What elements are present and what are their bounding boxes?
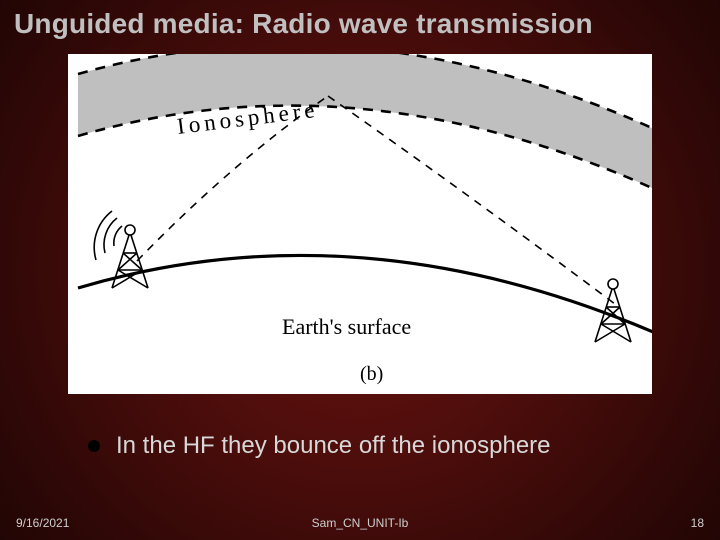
tower-left-beacon	[125, 225, 135, 235]
earth-surface-label: Earth's surface	[282, 314, 411, 339]
emission-arc-3	[94, 211, 112, 260]
slide-title: Unguided media: Radio wave transmission	[14, 8, 706, 40]
tower-right-beacon	[608, 279, 618, 289]
ionosphere-band-fill	[78, 54, 652, 200]
bullet-marker-icon	[88, 440, 100, 452]
footer-center: Sam_CN_UNIT-Ib	[0, 516, 720, 530]
figure-panel: Ionosphere Earth's	[68, 54, 652, 394]
bullet-item: In the HF they bounce off the ionosphere	[88, 432, 551, 460]
footer-page: 18	[691, 516, 704, 530]
subfigure-label: (b)	[360, 363, 383, 385]
radio-wave-diagram: Ionosphere Earth's	[68, 54, 652, 394]
bullet-text: In the HF they bounce off the ionosphere	[116, 432, 551, 460]
emission-arc-1	[114, 226, 122, 246]
